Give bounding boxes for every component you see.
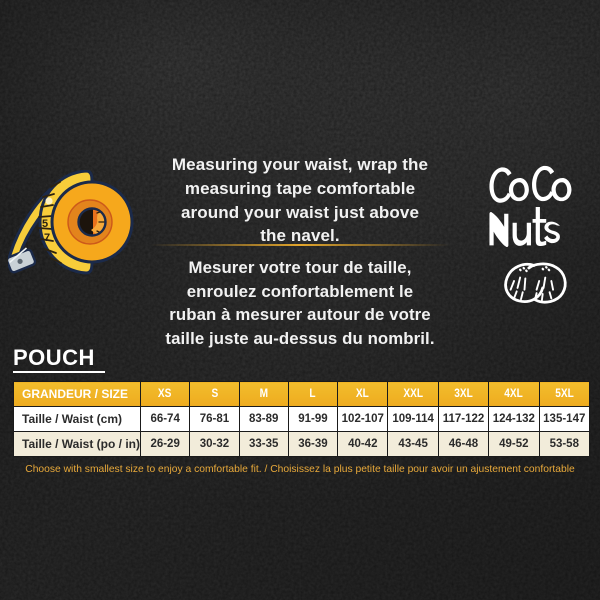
svg-text:5: 5 — [42, 218, 48, 230]
svg-text:7: 7 — [44, 232, 50, 244]
